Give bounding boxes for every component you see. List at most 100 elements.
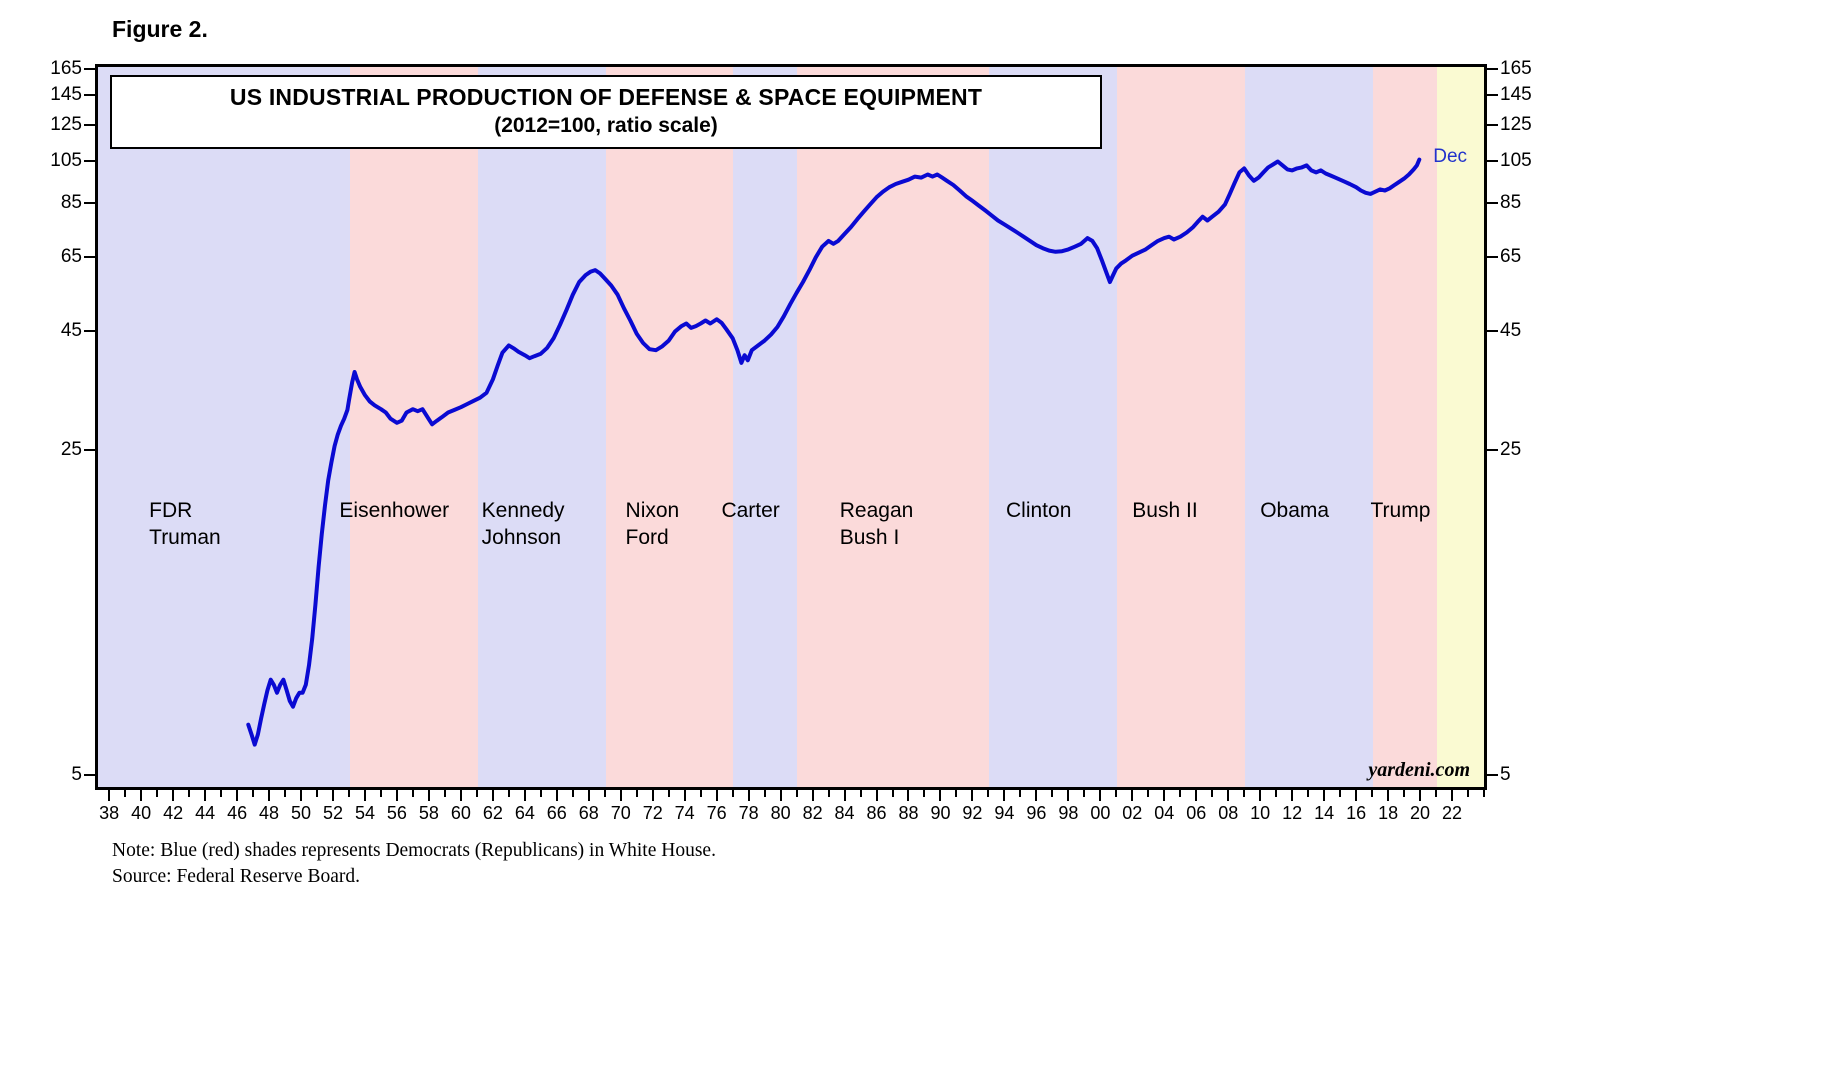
x-tick-minor: [1307, 790, 1310, 797]
defense-production-line: [246, 157, 1422, 747]
x-axis-label: 74: [674, 803, 695, 823]
x-axis-label: 80: [770, 803, 791, 823]
x-tick-minor: [156, 790, 159, 797]
president-band-label: Carter: [721, 497, 779, 524]
figure-label: Figure 2.: [112, 16, 208, 42]
y-axis-label-right: 165: [1500, 58, 1532, 80]
y-tick-left: [84, 202, 95, 205]
x-axis-label: 20: [1410, 803, 1431, 823]
president-band-bush-ii: [1117, 67, 1245, 787]
x-axis-label: 96: [1026, 803, 1047, 823]
x-tick-major: [875, 790, 878, 801]
x-tick-minor: [859, 790, 862, 797]
x-tick-major: [395, 790, 398, 801]
x-tick-major: [779, 790, 782, 801]
x-tick-major: [555, 790, 558, 801]
x-tick-minor: [220, 790, 223, 797]
x-tick-minor: [1147, 790, 1150, 797]
y-tick-right: [1487, 773, 1498, 776]
x-axis-label: 06: [1186, 803, 1207, 823]
y-axis-label-left: 125: [50, 114, 82, 136]
president-name: Truman: [149, 526, 221, 549]
y-axis-label-right: 65: [1500, 246, 1522, 268]
x-axis-label: 46: [227, 803, 248, 823]
x-tick-major: [236, 790, 239, 801]
x-axis-label: 92: [962, 803, 983, 823]
x-tick-minor: [411, 790, 414, 797]
chart-notes: Note: Blue (red) shades represents Democ…: [112, 838, 716, 890]
president-name: Obama: [1260, 499, 1330, 522]
x-tick-major: [1163, 790, 1166, 801]
x-axis-label: 48: [259, 803, 280, 823]
x-tick-major: [1131, 790, 1134, 801]
president-band-label: Bush II: [1132, 497, 1197, 524]
president-name: Johnson: [481, 526, 562, 549]
president-band-label: Reagan Bush I: [840, 497, 914, 551]
x-tick-major: [843, 790, 846, 801]
x-axis-label: 88: [898, 803, 919, 823]
x-axis-label: 94: [994, 803, 1015, 823]
y-axis-label-left: 145: [50, 84, 82, 106]
x-tick-minor: [1467, 790, 1469, 797]
president-name: Ford: [625, 526, 669, 549]
last-point-label: Dec: [1433, 145, 1468, 167]
president-band-label: Nixon Ford: [626, 497, 680, 551]
x-tick-minor: [284, 790, 287, 797]
president-name: Bush II: [1132, 499, 1198, 522]
y-tick-right: [1487, 330, 1498, 333]
x-tick-minor: [1019, 790, 1022, 797]
x-tick-major: [1035, 790, 1038, 801]
x-tick-minor: [987, 790, 990, 797]
y-axis-label-right: 5: [1500, 763, 1511, 785]
x-tick-major: [300, 790, 303, 801]
y-axis-label-right: 105: [1500, 149, 1532, 171]
y-axis-label-right: 25: [1500, 438, 1522, 460]
x-tick-major: [172, 790, 175, 801]
x-tick-minor: [923, 790, 926, 797]
x-tick-minor: [827, 790, 830, 797]
x-tick-minor: [1243, 790, 1246, 797]
y-axis-label-left: 5: [71, 763, 82, 785]
x-tick-major: [651, 790, 654, 801]
x-axis-label: 66: [546, 803, 567, 823]
x-axis-label: 16: [1346, 803, 1367, 823]
president-band-clinton: [989, 67, 1118, 787]
x-axis-label: 58: [418, 803, 439, 823]
x-tick-major: [939, 790, 942, 801]
y-tick-left: [84, 773, 95, 776]
x-tick-major: [1387, 790, 1390, 801]
x-tick-minor: [1339, 790, 1342, 797]
y-axis-label-right: 125: [1500, 114, 1532, 136]
x-axis-label: 02: [1122, 803, 1143, 823]
y-axis-label-left: 65: [60, 246, 82, 268]
president-name: Kennedy: [481, 499, 565, 522]
president-band-eisenhower: [349, 67, 478, 787]
president-band-nixon: [605, 67, 734, 787]
y-axis-label-right: 145: [1500, 84, 1532, 106]
x-tick-minor: [891, 790, 894, 797]
x-tick-major: [715, 790, 718, 801]
x-tick-minor: [955, 790, 958, 797]
x-tick-major: [491, 790, 494, 801]
y-tick-right: [1487, 94, 1498, 97]
x-axis-label: 54: [354, 803, 375, 823]
x-tick-minor: [1211, 790, 1214, 797]
x-tick-minor: [252, 790, 255, 797]
x-tick-minor: [795, 790, 798, 797]
x-tick-minor: [667, 790, 670, 797]
plot-area: US INDUSTRIAL PRODUCTION OF DEFENSE & SP…: [95, 64, 1487, 790]
x-axis-label: 42: [163, 803, 184, 823]
x-axis-label: 72: [642, 803, 663, 823]
x-tick-major: [1419, 790, 1422, 801]
x-tick-major: [1355, 790, 1358, 801]
x-axis-label: 00: [1090, 803, 1111, 823]
x-tick-major: [811, 790, 814, 801]
president-band-label: Clinton: [1006, 497, 1071, 524]
x-tick-major: [108, 790, 111, 801]
president-name: FDR: [149, 499, 193, 522]
y-tick-right: [1487, 68, 1498, 71]
x-tick-minor: [539, 790, 542, 797]
x-tick-minor: [635, 790, 638, 797]
president-name: Bush I: [839, 526, 900, 549]
president-band-label: Obama: [1260, 497, 1329, 524]
